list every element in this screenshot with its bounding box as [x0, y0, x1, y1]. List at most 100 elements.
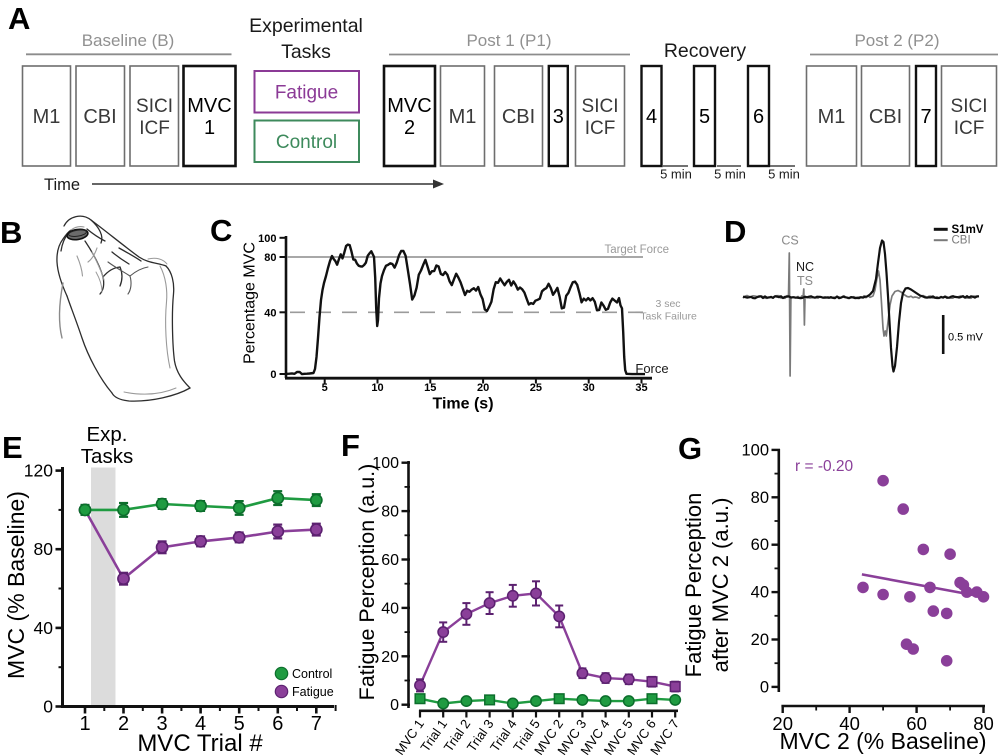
svg-text:35: 35 [635, 382, 647, 394]
svg-text:1: 1 [79, 713, 90, 735]
svg-text:0: 0 [390, 697, 399, 714]
svg-text:4: 4 [646, 106, 657, 128]
svg-text:0.5 mV: 0.5 mV [948, 332, 984, 344]
svg-text:after MVC 2 (a.u.): after MVC 2 (a.u.) [708, 498, 733, 673]
svg-text:MVC Trial #: MVC Trial # [137, 730, 263, 756]
svg-text:Post 1 (P1): Post 1 (P1) [466, 31, 551, 50]
svg-text:0: 0 [760, 678, 769, 696]
svg-text:5: 5 [699, 106, 710, 128]
svg-text:2: 2 [118, 713, 129, 735]
svg-text:60: 60 [906, 713, 927, 734]
svg-text:MVC: MVC [187, 95, 231, 117]
svg-text:MVC: MVC [387, 95, 431, 117]
svg-text:Exp.: Exp. [86, 423, 127, 446]
svg-text:Recovery: Recovery [664, 40, 747, 62]
svg-text:120: 120 [24, 461, 53, 481]
svg-text:SICI: SICI [136, 96, 173, 117]
svg-text:Fatigue: Fatigue [275, 83, 338, 104]
svg-text:A: A [8, 1, 30, 36]
svg-text:B: B [0, 215, 22, 250]
svg-text:20: 20 [381, 649, 399, 666]
svg-text:SICI: SICI [951, 96, 988, 117]
svg-text:100: 100 [372, 455, 399, 472]
svg-text:TS: TS [797, 274, 813, 288]
svg-text:Fatigue Perception: Fatigue Perception [681, 493, 706, 678]
svg-text:Fatigue: Fatigue [292, 685, 334, 699]
svg-text:80: 80 [34, 539, 54, 559]
svg-text:MVC 2 (% Baseline): MVC 2 (% Baseline) [779, 728, 986, 754]
svg-text:60: 60 [751, 536, 769, 554]
svg-text:ICF: ICF [585, 118, 616, 139]
svg-text:F: F [341, 428, 360, 463]
svg-text:Tasks: Tasks [281, 41, 331, 63]
svg-text:40: 40 [264, 307, 276, 319]
svg-text:M1: M1 [818, 106, 846, 128]
svg-text:Tasks: Tasks [81, 445, 133, 468]
svg-text:S1mV: S1mV [952, 224, 984, 236]
svg-text:G: G [678, 431, 702, 466]
svg-text:1: 1 [204, 117, 215, 139]
svg-text:30: 30 [583, 382, 595, 394]
svg-text:r = -0.20: r = -0.20 [795, 458, 854, 475]
svg-text:Percentage MVC: Percentage MVC [242, 242, 259, 364]
svg-text:Time: Time [44, 176, 80, 194]
svg-text:7: 7 [311, 713, 322, 735]
svg-text:NC: NC [796, 260, 814, 274]
svg-text:20: 20 [477, 382, 489, 394]
svg-text:C: C [210, 213, 232, 248]
svg-text:2: 2 [404, 117, 415, 139]
svg-text:Target Force: Target Force [604, 244, 669, 256]
svg-text:Baseline (B): Baseline (B) [82, 31, 175, 50]
svg-text:5 min: 5 min [714, 167, 746, 182]
svg-text:60: 60 [381, 552, 399, 569]
svg-text:M1: M1 [449, 106, 477, 128]
svg-text:CBI: CBI [869, 106, 902, 128]
svg-text:80: 80 [264, 252, 276, 264]
svg-text:M1: M1 [33, 106, 61, 128]
svg-text:20: 20 [751, 631, 769, 649]
svg-text:5 min: 5 min [768, 167, 800, 182]
svg-text:CS: CS [781, 234, 798, 248]
svg-text:4: 4 [195, 713, 206, 735]
svg-text:80: 80 [381, 504, 399, 521]
svg-text:40: 40 [34, 618, 54, 638]
svg-text:80: 80 [751, 489, 769, 507]
svg-text:Fatigue Perception (a.u.): Fatigue Perception (a.u.) [355, 464, 379, 701]
svg-text:CBI: CBI [952, 235, 971, 247]
svg-text:7: 7 [920, 106, 931, 128]
svg-text:100: 100 [741, 441, 769, 459]
svg-text:SICI: SICI [582, 96, 619, 117]
svg-text:ICF: ICF [954, 118, 985, 139]
svg-text:6: 6 [272, 713, 283, 735]
svg-text:3 sec: 3 sec [655, 298, 680, 310]
svg-text:20: 20 [772, 713, 793, 734]
svg-text:CBI: CBI [502, 106, 535, 128]
svg-text:Experimental: Experimental [249, 15, 363, 37]
svg-text:3: 3 [553, 106, 564, 128]
svg-text:25: 25 [530, 382, 542, 394]
svg-text:5: 5 [234, 713, 245, 735]
svg-text:10: 10 [371, 382, 383, 394]
svg-text:80: 80 [973, 713, 994, 734]
svg-text:D: D [724, 214, 746, 249]
svg-text:5: 5 [322, 382, 328, 394]
svg-text:6: 6 [753, 106, 764, 128]
svg-text:40: 40 [839, 713, 860, 734]
svg-text:CBI: CBI [83, 106, 116, 128]
svg-text:MVC (% Baseline): MVC (% Baseline) [3, 491, 29, 679]
svg-text:Control: Control [276, 132, 337, 153]
svg-text:15: 15 [424, 382, 436, 394]
svg-text:0: 0 [270, 369, 276, 381]
svg-text:0: 0 [43, 697, 53, 717]
svg-text:Control: Control [292, 667, 332, 681]
svg-text:Task Failure: Task Failure [640, 311, 697, 323]
svg-text:40: 40 [381, 600, 399, 617]
svg-text:5 min: 5 min [660, 167, 692, 182]
svg-text:40: 40 [751, 584, 769, 602]
svg-text:Post 2 (P2): Post 2 (P2) [854, 31, 939, 50]
svg-text:100: 100 [258, 233, 276, 245]
svg-text:Time (s): Time (s) [432, 396, 493, 413]
svg-text:Force: Force [635, 361, 668, 376]
svg-text:E: E [2, 430, 23, 465]
svg-text:3: 3 [157, 713, 168, 735]
